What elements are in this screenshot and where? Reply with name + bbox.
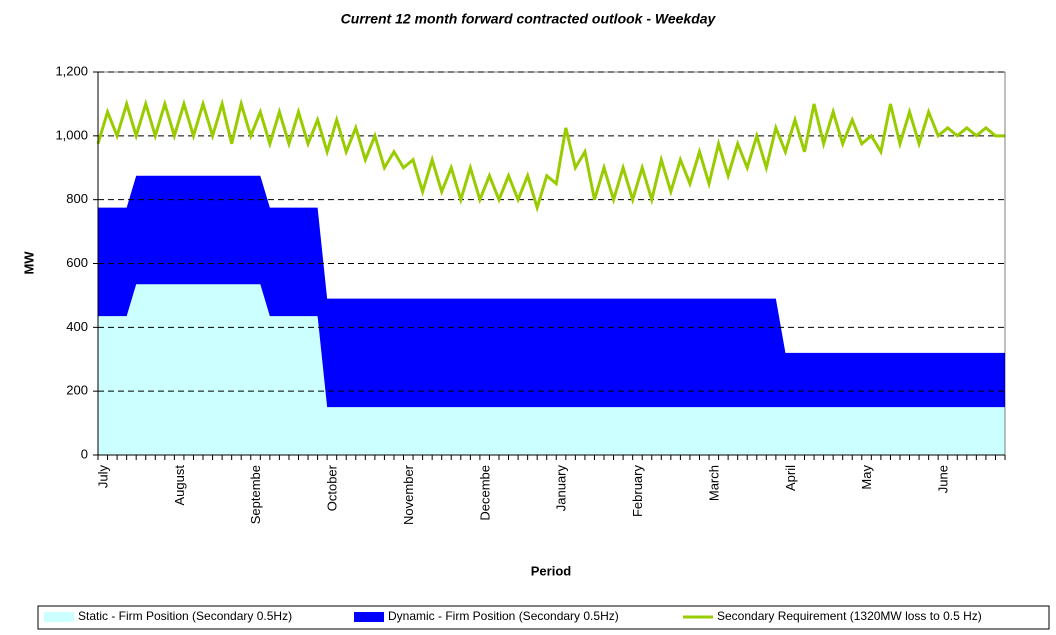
y-tick-label: 0 (81, 446, 88, 461)
y-tick-label: 800 (66, 191, 88, 206)
x-tick-label: June (936, 465, 951, 493)
area (98, 284, 1005, 455)
legend-swatch (44, 612, 74, 622)
x-tick-label: Decembe (477, 465, 492, 521)
y-tick-label: 400 (66, 319, 88, 334)
legend-label: Dynamic - Firm Position (Secondary 0.5Hz… (388, 609, 619, 623)
y-tick-label: 200 (66, 383, 88, 398)
chart-title: Current 12 month forward contracted outl… (341, 11, 717, 27)
x-tick-label: February (630, 465, 645, 518)
y-tick-label: 1,200 (55, 63, 88, 78)
y-axis-title: MW (21, 251, 36, 275)
plot-frame (97, 71, 1006, 456)
legend-label: Static - Firm Position (Secondary 0.5Hz) (78, 609, 292, 623)
y-tick-label: 1,000 (55, 127, 88, 142)
line (96, 98, 1005, 213)
x-tick-label: July (95, 465, 110, 489)
legend-swatch (354, 612, 384, 622)
legend-box (37, 605, 1050, 630)
x-axis-title: Period (531, 563, 572, 578)
x-tick-label: January (554, 465, 569, 512)
x-tick-label: April (783, 465, 798, 491)
y-tick-label: 600 (66, 255, 88, 270)
x-tick-label: Septembe (248, 465, 263, 524)
x-tick-label: May (859, 465, 874, 490)
x-tick-label: November (401, 464, 416, 525)
x-tick-label: August (172, 465, 187, 506)
x-tick-label: October (325, 464, 340, 511)
x-tick-label: March (706, 465, 721, 501)
legend-label: Secondary Requirement (1320MW loss to 0.… (717, 609, 982, 623)
area (98, 175, 1005, 408)
